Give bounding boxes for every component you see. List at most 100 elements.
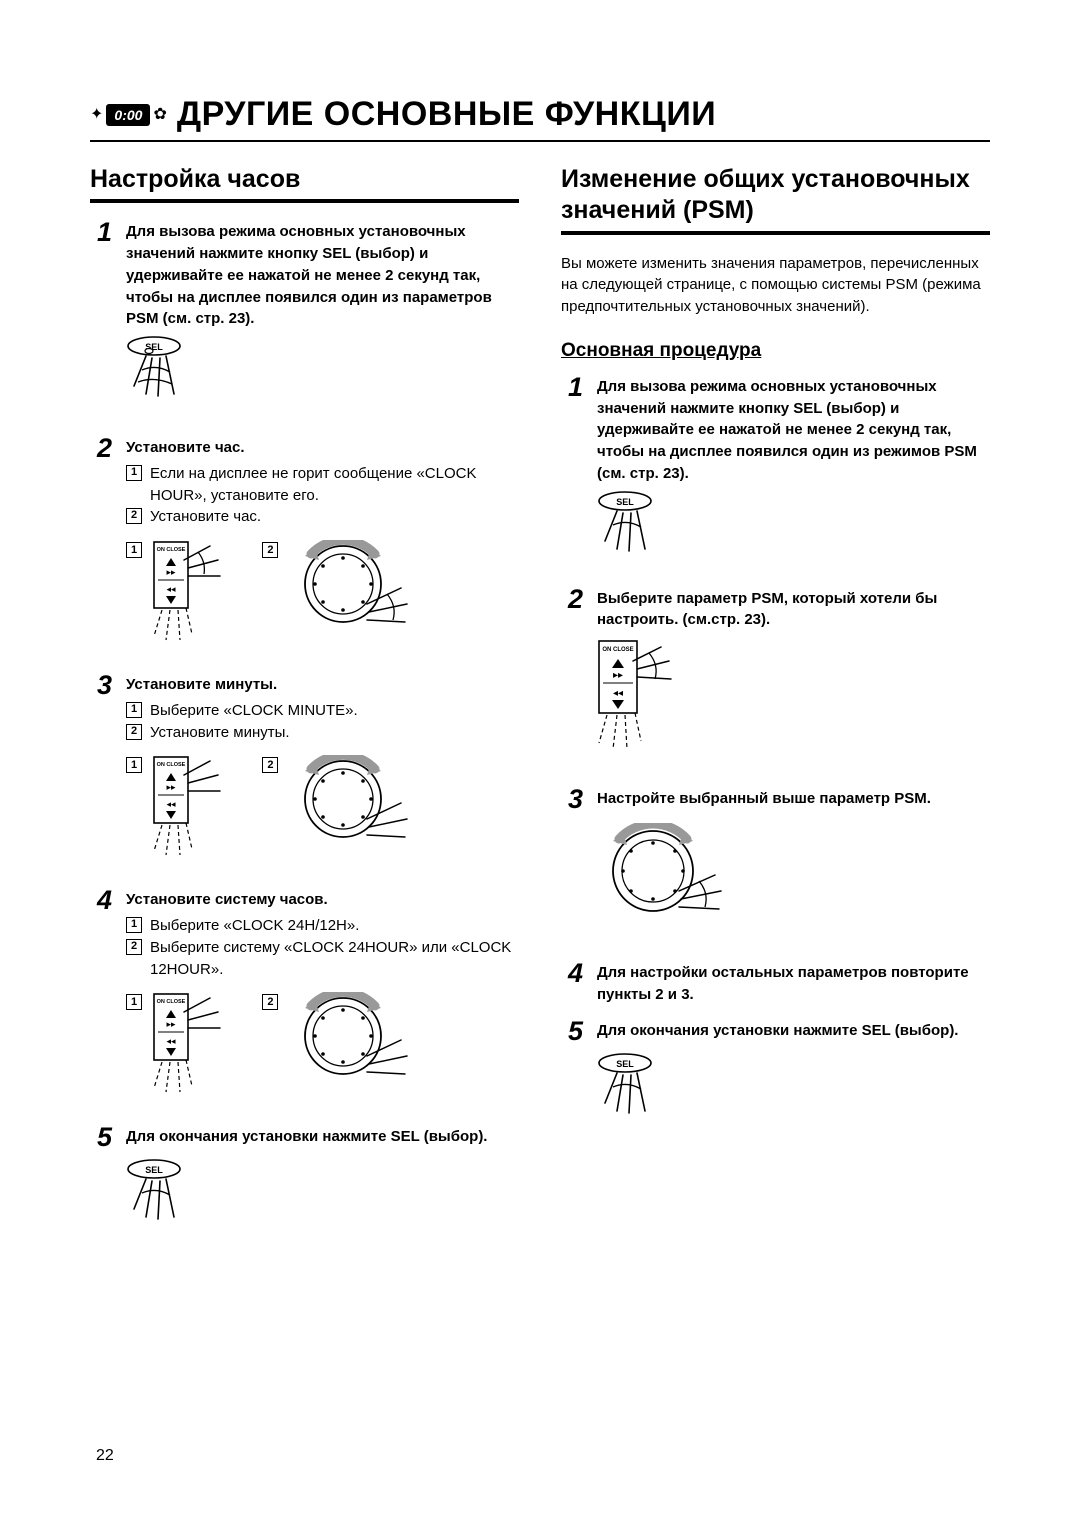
step-number: 4 [90,887,112,914]
svg-text:SEL: SEL [145,1165,163,1175]
illus-label-1: 1 [126,542,142,558]
step-number: 2 [561,586,583,613]
updown-dial-illustration: 1 ON CLOSE ▸▸ ◂◂ 2 [126,540,519,650]
step-number: 5 [90,1124,112,1151]
sel-button-illustration: SEL [126,1159,519,1238]
step-text: Настройте выбранный выше параметр PSM. [597,788,990,810]
page-title: ДРУГИЕ ОСНОВНЫЕ ФУНКЦИИ [177,95,716,134]
sel-button-illustration: SEL [126,336,519,415]
clock-badge: 0:00 [106,104,150,126]
left-heading-rule [90,199,519,203]
right-step-3: 3 Настройте выбранный выше параметр PSM. [561,788,990,815]
sel-button-illustration: SEL [597,491,990,566]
substep-number: 1 [126,465,142,481]
substep: 1 Выберите «CLOCK MINUTE». [126,700,519,722]
svg-text:SEL: SEL [616,497,634,507]
substep: 2 Установите час. [126,506,519,528]
step-text: Для вызова режима основных установочных … [597,376,990,485]
title-badge: ✦ 0:00 ✿ [90,104,167,126]
step-text: Для окончания установки нажмите SEL (выб… [597,1020,990,1042]
step-text: Установите систему часов. [126,889,519,911]
substep: 1 Выберите «CLOCK 24H/12H». [126,915,519,937]
substep-text: Выберите «CLOCK 24H/12H». [150,915,359,937]
step-text: Установите минуты. [126,674,519,696]
substep-number: 2 [126,508,142,524]
left-step-4: 4 Установите систему часов. 1 Выберите «… [90,889,519,984]
right-step-1: 1 Для вызова режима основных установочны… [561,376,990,485]
substep-text: Если на дисплее не горит сообщение «CLOC… [150,463,519,507]
svg-text:▸▸: ▸▸ [167,1019,177,1029]
substep-text: Выберите «CLOCK MINUTE». [150,700,358,722]
right-heading-rule [561,231,990,235]
dial-illustration: 2 [262,540,418,650]
illus-label-2: 2 [262,994,278,1010]
left-step-3: 3 Установите минуты. 1 Выберите «CLOCK M… [90,674,519,747]
right-step-2: 2 Выберите параметр PSM, который хотели … [561,588,990,632]
updown-button-illustration: 1 ON CLOSE ▸▸ ◂◂ [126,755,222,865]
dial-illustration: 2 [262,992,418,1102]
substep: 2 Установите минуты. [126,722,519,744]
substep-text: Установите минуты. [150,722,290,744]
step-number: 3 [90,672,112,699]
svg-text:ON CLOSE: ON CLOSE [157,762,186,768]
svg-text:▸▸: ▸▸ [167,567,177,577]
step-number: 1 [561,374,583,401]
left-column: Настройка часов 1 Для вызова режима осно… [90,164,519,1260]
right-step-5: 5 Для окончания установки нажмите SEL (в… [561,1020,990,1047]
illus-label-2: 2 [262,542,278,558]
gear-icon: ✿ [153,107,166,123]
substep-number: 2 [126,724,142,740]
right-column: Изменение общих установочных значений (P… [561,164,990,1260]
svg-text:▸▸: ▸▸ [167,782,177,792]
step-number: 2 [90,435,112,462]
left-heading: Настройка часов [90,164,519,195]
substep-text: Установите час. [150,506,261,528]
star-icon: ✦ [90,107,103,123]
step-text: Для настройки остальных параметров повто… [597,962,990,1006]
illus-label-2: 2 [262,757,278,773]
svg-text:ON CLOSE: ON CLOSE [602,647,633,653]
step-text: Выберите параметр PSM, который хотели бы… [597,588,990,632]
svg-text:ON CLOSE: ON CLOSE [157,999,186,1005]
substep-text: Выберите систему «CLOCK 24HOUR» или «CLO… [150,937,519,981]
svg-text:◂◂: ◂◂ [167,799,177,809]
substep-number: 2 [126,939,142,955]
right-heading: Изменение общих установочных значений (P… [561,164,990,227]
step-number: 5 [561,1018,583,1045]
substep-number: 1 [126,702,142,718]
step-text: Установите час. [126,437,519,459]
illus-label-1: 1 [126,757,142,773]
updown-button-illustration: ON CLOSE ▸▸ ◂◂ [597,639,990,764]
svg-text:◂◂: ◂◂ [167,584,177,594]
page-number: 22 [96,1447,114,1465]
updown-dial-illustration: 1 ON CLOSE ▸▸ ◂◂ 2 [126,755,519,865]
page-title-row: ✦ 0:00 ✿ ДРУГИЕ ОСНОВНЫЕ ФУНКЦИИ [90,95,990,134]
step-number: 3 [561,786,583,813]
substep-number: 1 [126,917,142,933]
step-number: 1 [90,219,112,246]
dial-illustration [597,823,990,938]
sel-button-illustration: SEL [597,1053,990,1132]
right-subheading: Основная процедура [561,340,990,362]
step-text: Для вызова режима основных установочных … [126,221,519,330]
svg-text:▸▸: ▸▸ [613,670,623,681]
svg-text:◂◂: ◂◂ [167,1036,177,1046]
left-step-1: 1 Для вызова режима основных установочны… [90,221,519,330]
illus-label-1: 1 [126,994,142,1010]
substep: 2 Выберите систему «CLOCK 24HOUR» или «C… [126,937,519,981]
substep: 1 Если на дисплее не горит сообщение «CL… [126,463,519,507]
left-step-5: 5 Для окончания установки нажмите SEL (в… [90,1126,519,1153]
updown-button-illustration: 1 ON CLOSE ▸▸ ◂◂ [126,540,222,650]
svg-text:ON CLOSE: ON CLOSE [157,547,186,553]
svg-text:◂◂: ◂◂ [613,688,623,699]
updown-button-illustration: 1 ON CLOSE ▸▸ ◂◂ [126,992,222,1102]
dial-illustration: 2 [262,755,418,865]
left-step-2: 2 Установите час. 1 Если на дисплее не г… [90,437,519,532]
title-rule [90,140,990,142]
step-number: 4 [561,960,583,987]
svg-text:SEL: SEL [616,1059,634,1069]
right-intro: Вы можете изменить значения параметров, … [561,253,990,318]
right-step-4: 4 Для настройки остальных параметров пов… [561,962,990,1006]
updown-dial-illustration: 1 ON CLOSE ▸▸ ◂◂ 2 [126,992,519,1102]
step-text: Для окончания установки нажмите SEL (выб… [126,1126,519,1148]
